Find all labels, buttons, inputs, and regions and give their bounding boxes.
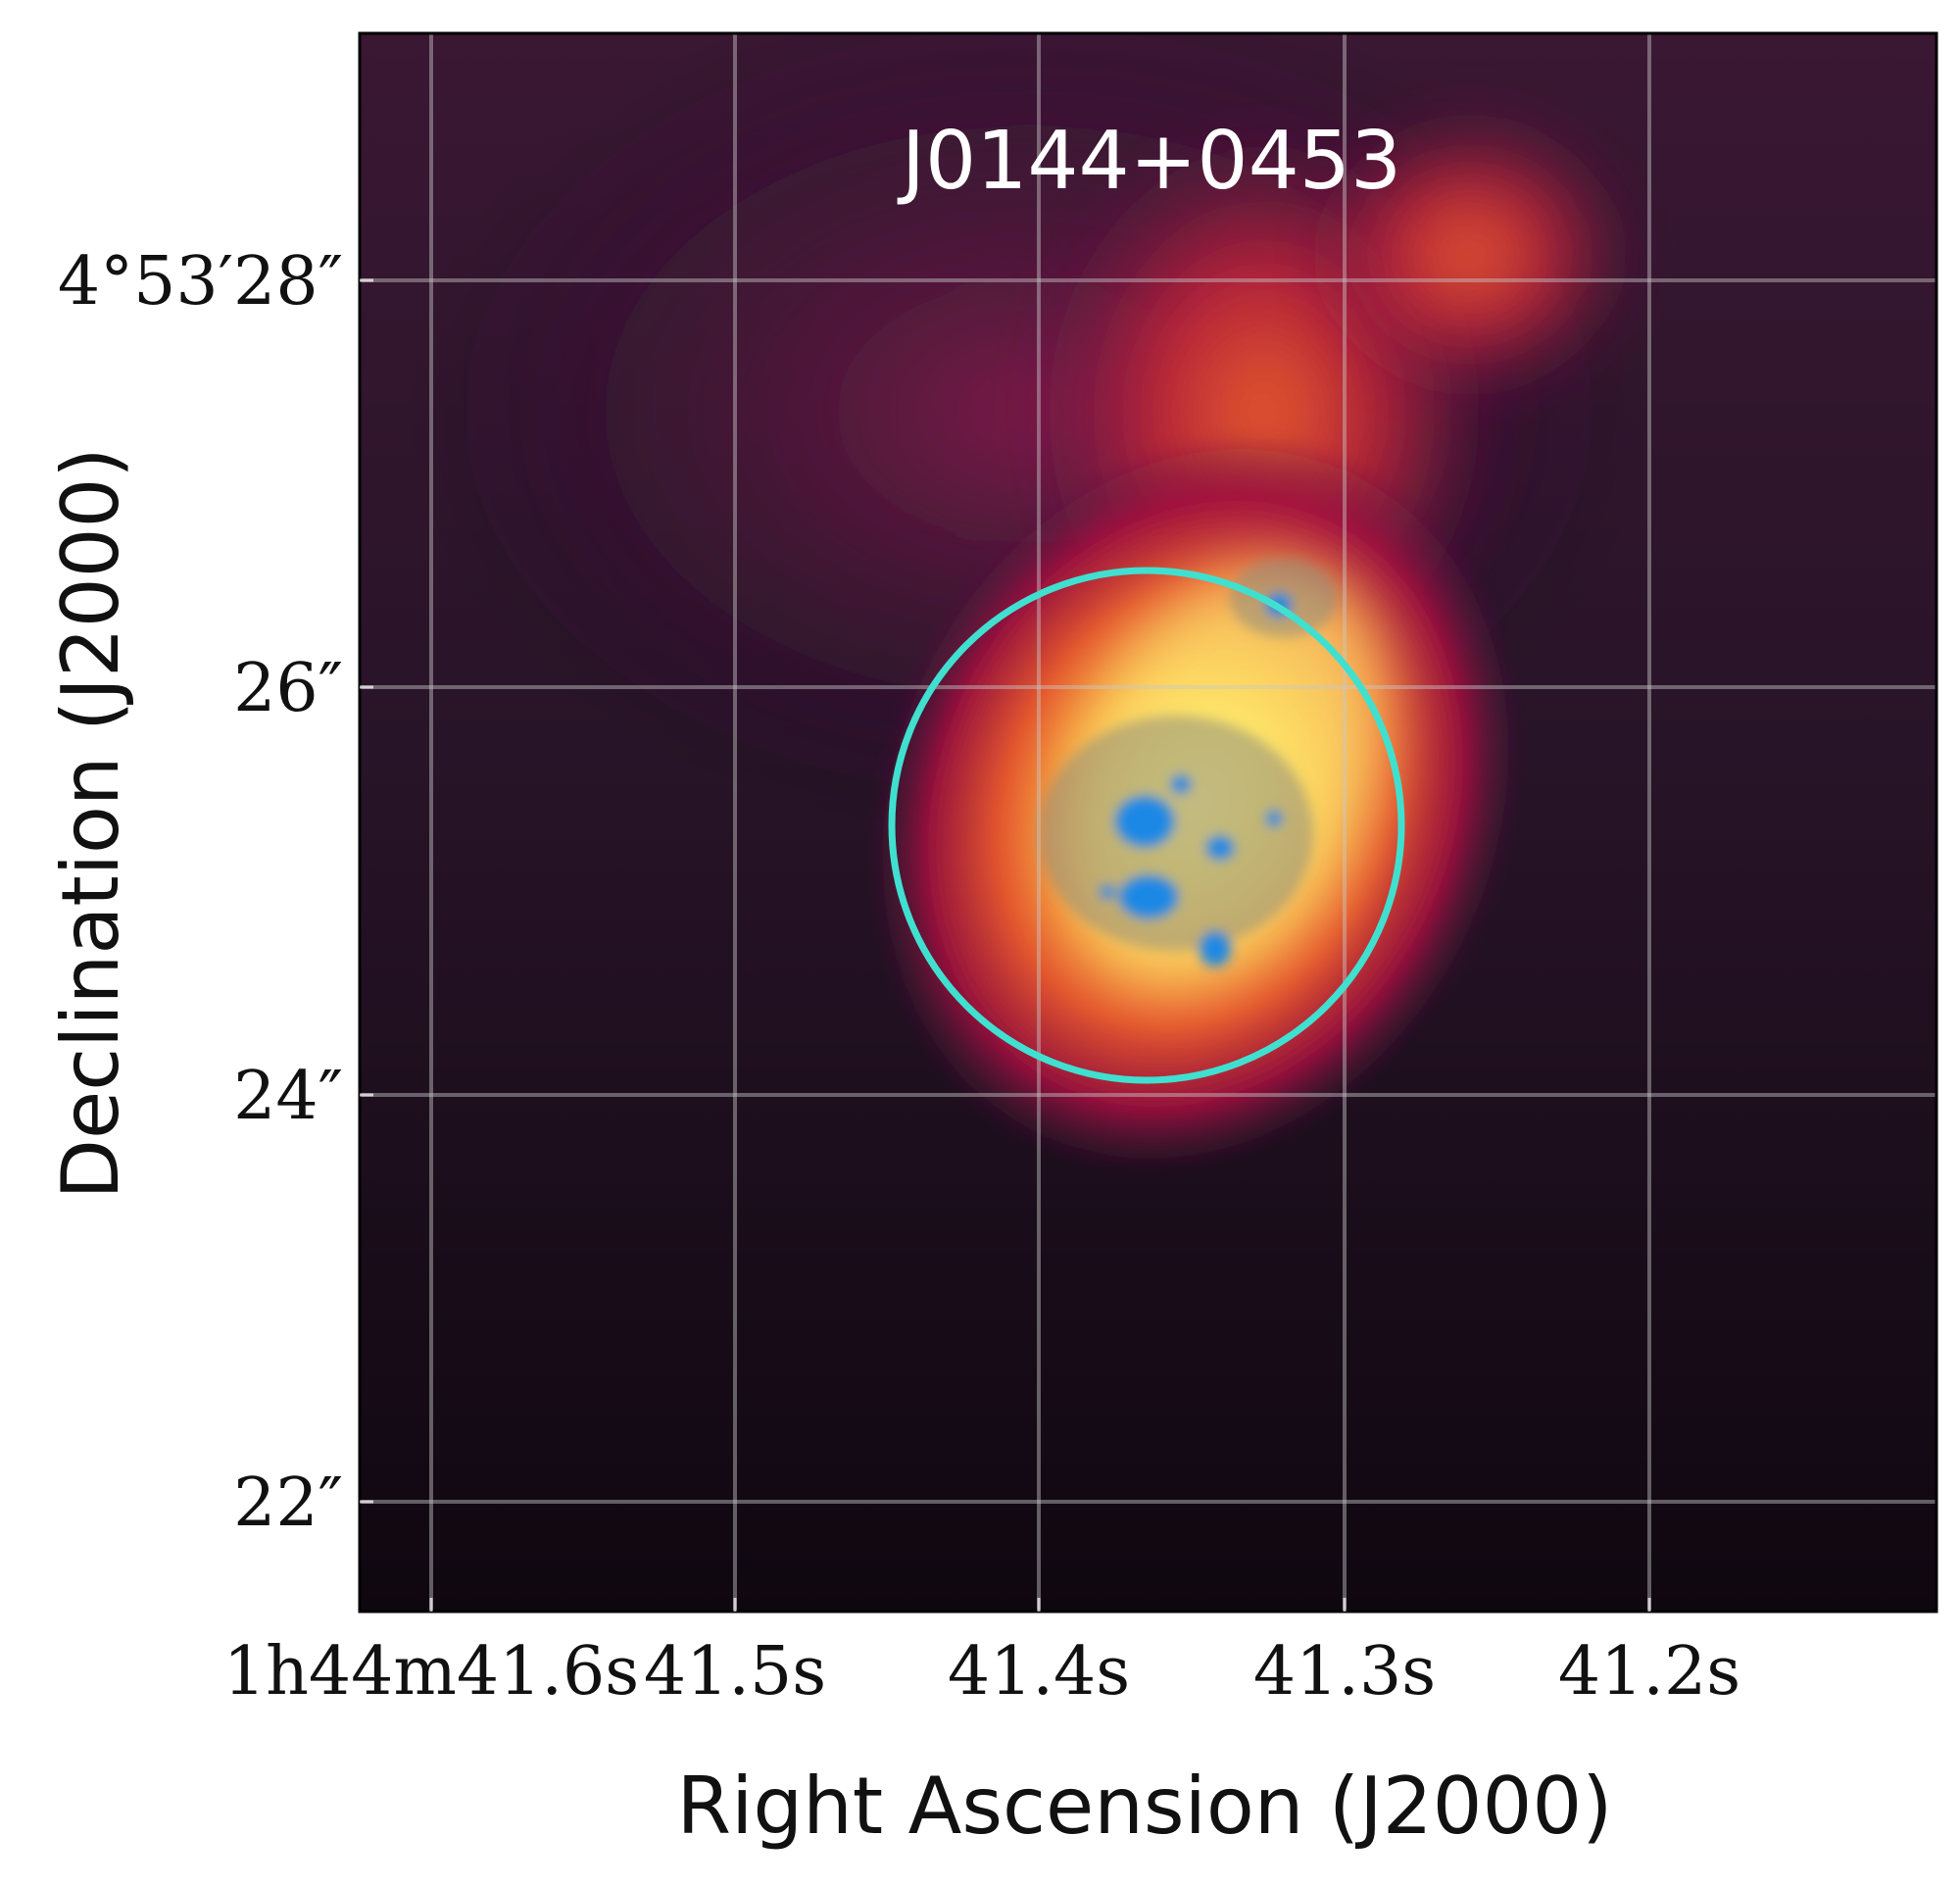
- upper-extension: [1303, 108, 1637, 402]
- x-tick-label: 41.5s: [644, 1633, 826, 1711]
- y-tick-label: 4°53′28″: [58, 243, 343, 321]
- overlay-clump: [1100, 885, 1115, 899]
- x-tick-label: 41.3s: [1253, 1633, 1436, 1711]
- overlay-clump: [1171, 775, 1191, 793]
- overlay-gray-region: [1039, 716, 1313, 951]
- coordinate-grid: [360, 33, 1936, 1612]
- overlay-clump: [1119, 875, 1178, 918]
- hst-overlay: [1039, 559, 1338, 967]
- overlay-clump: [1206, 836, 1234, 860]
- tick-marks: [360, 278, 1651, 1612]
- x-tick-label: 1h44m41.6s: [223, 1633, 639, 1711]
- axes-frame: [358, 31, 1938, 1613]
- x-tick-label: 41.2s: [1558, 1633, 1740, 1711]
- y-tick-label: 22″: [233, 1464, 343, 1542]
- image-panel: J0144+0453: [360, 33, 1936, 1612]
- y-tick-label: 24″: [233, 1058, 343, 1135]
- aperture-circle: [888, 567, 1405, 1084]
- figure-title: J0144+0453: [897, 115, 1401, 208]
- y-tick-label: 26″: [233, 650, 343, 727]
- x-tick-label: 41.4s: [948, 1633, 1130, 1711]
- x-axis-label: Right Ascension (J2000): [677, 1761, 1613, 1852]
- overlay-clump: [1266, 811, 1282, 826]
- overlay-clump: [1200, 931, 1231, 967]
- y-axis-label: Declination (J2000): [45, 447, 136, 1199]
- x-tick-labels: 1h44m41.6s 41.5s 41.4s 41.3s 41.2s: [223, 1633, 1740, 1711]
- y-tick-labels: 4°53′28″ 26″ 24″ 22″: [58, 243, 343, 1542]
- overlay-clump: [1115, 796, 1174, 847]
